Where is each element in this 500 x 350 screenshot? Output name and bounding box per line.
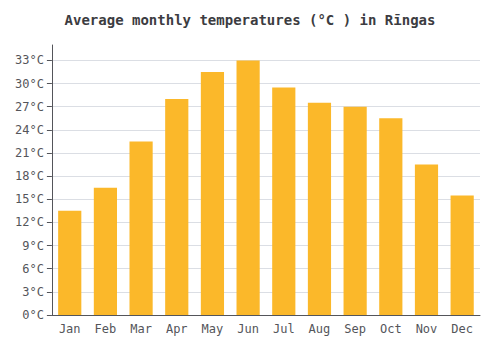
svg-text:27°C: 27°C <box>15 100 44 114</box>
svg-text:6°C: 6°C <box>22 262 44 276</box>
svg-text:3°C: 3°C <box>22 285 44 299</box>
svg-text:Mar: Mar <box>130 322 152 336</box>
svg-text:Dec: Dec <box>451 322 473 336</box>
svg-text:0°C: 0°C <box>22 308 44 322</box>
svg-text:Nov: Nov <box>416 322 438 336</box>
svg-text:33°C: 33°C <box>15 53 44 67</box>
svg-text:30°C: 30°C <box>15 77 44 91</box>
svg-text:21°C: 21°C <box>15 146 44 160</box>
svg-text:Feb: Feb <box>95 322 117 336</box>
svg-text:12°C: 12°C <box>15 215 44 229</box>
svg-text:May: May <box>202 322 224 336</box>
svg-text:Apr: Apr <box>166 322 188 336</box>
svg-text:9°C: 9°C <box>22 239 44 253</box>
svg-text:24°C: 24°C <box>15 123 44 137</box>
svg-text:Jul: Jul <box>273 322 295 336</box>
svg-text:Jun: Jun <box>237 322 259 336</box>
svg-text:Sep: Sep <box>344 322 366 336</box>
svg-text:Jan: Jan <box>59 322 81 336</box>
svg-text:Oct: Oct <box>380 322 402 336</box>
svg-text:Aug: Aug <box>309 322 331 336</box>
svg-text:15°C: 15°C <box>15 192 44 206</box>
svg-text:Average monthly temperatures (: Average monthly temperatures (°C ) in Rī… <box>65 12 436 28</box>
svg-text:18°C: 18°C <box>15 169 44 183</box>
